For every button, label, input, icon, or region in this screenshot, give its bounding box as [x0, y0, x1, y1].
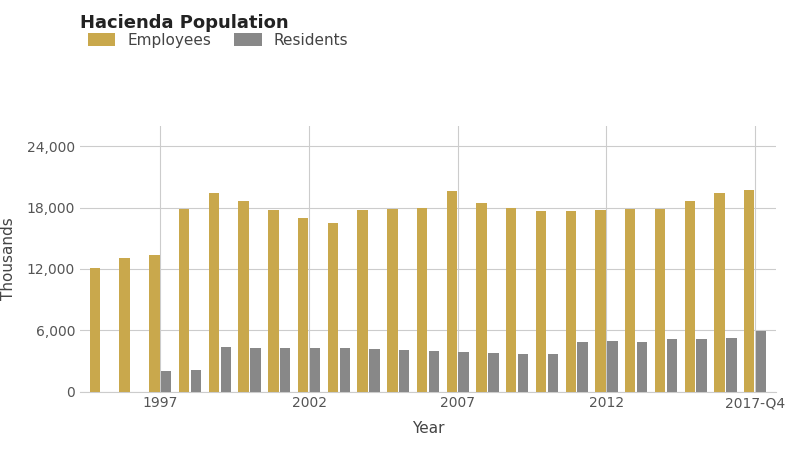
Bar: [387, 209, 398, 392]
Bar: [726, 338, 737, 392]
Bar: [578, 342, 588, 392]
Bar: [149, 255, 159, 392]
Bar: [179, 209, 190, 392]
Bar: [506, 208, 517, 392]
Bar: [250, 347, 261, 392]
Bar: [238, 201, 249, 392]
Bar: [399, 350, 410, 392]
Bar: [221, 346, 231, 392]
X-axis label: Year: Year: [412, 422, 444, 436]
Bar: [268, 210, 278, 392]
Bar: [518, 354, 528, 392]
Bar: [446, 191, 457, 392]
Bar: [595, 210, 606, 392]
Bar: [625, 209, 635, 392]
Bar: [280, 347, 290, 392]
Bar: [685, 201, 695, 392]
Bar: [607, 342, 618, 392]
Bar: [119, 258, 130, 392]
Bar: [209, 194, 219, 392]
Bar: [298, 218, 308, 392]
Bar: [714, 194, 725, 392]
Bar: [476, 202, 486, 392]
Bar: [637, 342, 647, 392]
Bar: [339, 347, 350, 392]
Bar: [190, 370, 202, 392]
Bar: [744, 190, 754, 392]
Bar: [358, 210, 368, 392]
Bar: [654, 209, 666, 392]
Text: Hacienda Population: Hacienda Population: [80, 14, 289, 32]
Bar: [328, 223, 338, 392]
Bar: [566, 211, 576, 392]
Bar: [666, 339, 677, 392]
Legend: Employees, Residents: Employees, Residents: [88, 33, 349, 48]
Y-axis label: Thousands: Thousands: [1, 217, 16, 300]
Bar: [536, 211, 546, 392]
Bar: [310, 347, 320, 392]
Bar: [697, 339, 707, 392]
Bar: [488, 353, 498, 392]
Bar: [756, 331, 766, 392]
Bar: [417, 208, 427, 392]
Bar: [161, 371, 171, 392]
Bar: [458, 352, 469, 392]
Bar: [370, 349, 380, 392]
Bar: [429, 351, 439, 392]
Bar: [90, 268, 100, 392]
Bar: [548, 354, 558, 392]
